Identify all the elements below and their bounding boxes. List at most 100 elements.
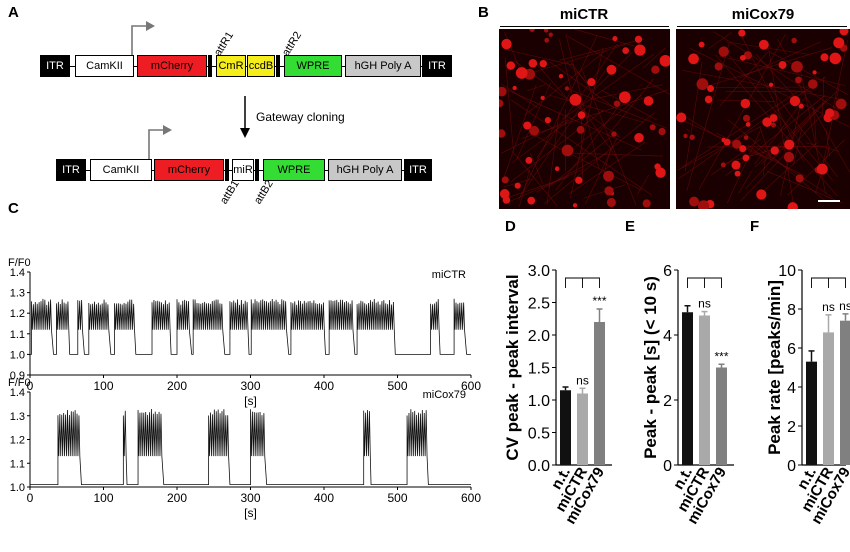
bar-charts: 0.0 0.5 1.0 1.5 2.0 2.5 3.0 CV peak - peak inte…	[503, 263, 850, 527]
cell-body	[603, 170, 615, 182]
neurite	[764, 141, 819, 191]
cell-body	[714, 62, 723, 71]
panel-letter-b: B	[478, 4, 489, 21]
neurite	[504, 169, 583, 205]
cell-body	[499, 129, 506, 138]
neurite	[529, 44, 626, 74]
cell-body	[789, 95, 801, 107]
bar	[806, 361, 817, 465]
x-tick-label: 100	[93, 379, 113, 393]
cell-body	[683, 133, 688, 139]
y-tick-label: 2.5	[528, 296, 550, 313]
neurite	[529, 132, 643, 191]
cell-body	[742, 154, 750, 162]
cell-body	[561, 144, 574, 157]
down-arrow-icon	[240, 96, 250, 138]
cell-body	[634, 44, 646, 56]
neurite	[565, 33, 600, 170]
y-tick-label: 1.1	[10, 458, 25, 470]
neurite	[713, 31, 840, 111]
cell-body	[742, 114, 751, 122]
trace-plot-0: 0.91.01.11.21.31.40 100 200 300 400 500 600F/F…	[8, 257, 481, 408]
neurite	[768, 51, 849, 95]
neurite	[601, 90, 657, 121]
cell-body	[812, 70, 817, 75]
neurite	[738, 41, 821, 79]
y-tick-label: 2.0	[528, 328, 550, 345]
bar	[577, 393, 588, 465]
cell-body	[768, 82, 774, 87]
cell-body	[833, 37, 845, 49]
cell-body	[558, 74, 564, 79]
cell-body	[527, 196, 536, 205]
neurite	[740, 114, 823, 202]
cell-body	[676, 112, 687, 123]
cell-body	[525, 156, 533, 164]
significance-label: ***	[592, 294, 606, 308]
neurite	[521, 89, 668, 139]
cell-body	[515, 67, 528, 79]
x-tick-label: 200	[167, 491, 187, 505]
neurite	[830, 39, 848, 118]
neurite	[708, 32, 732, 49]
cell-body	[816, 163, 828, 175]
y-tick-label: 2	[663, 393, 672, 410]
itr-right-box: ITR	[404, 159, 432, 181]
comparison-bracket	[565, 277, 600, 288]
att-site-2-marker	[255, 159, 259, 181]
cell-body	[576, 125, 585, 134]
cell-body	[613, 100, 621, 107]
neurite	[711, 138, 761, 176]
series-label: miCTR	[432, 269, 466, 281]
y-tick-label: 1.3	[10, 288, 25, 300]
mcherry-box: mCherry	[137, 55, 207, 77]
y-tick-label: 1.4	[10, 387, 25, 399]
cell-body	[544, 117, 551, 124]
neurite	[559, 38, 645, 61]
hgh-polya-box: hGH Poly A	[345, 55, 421, 77]
comparison-bracket	[687, 277, 722, 288]
cell-body	[758, 39, 769, 50]
series-label: miCox79	[423, 389, 466, 401]
cell-body	[577, 111, 586, 119]
neurite	[738, 170, 753, 194]
neurite	[768, 48, 795, 207]
neurite	[575, 94, 643, 147]
cell-body	[787, 202, 798, 209]
cell-body	[501, 176, 509, 184]
cell-body	[606, 64, 617, 75]
cell-body	[514, 182, 521, 189]
bar	[840, 320, 850, 465]
cell-body	[756, 189, 767, 200]
wpre-box: WPRE	[284, 55, 342, 77]
neurite	[559, 39, 573, 95]
neurite	[561, 53, 655, 120]
y-tick-label: 4	[787, 380, 796, 397]
camkii-box: CamKII	[75, 55, 134, 77]
x-tick-label: 600	[461, 379, 481, 393]
y-tick-label: 1.0	[10, 482, 25, 494]
y-tick-label: 1.3	[10, 411, 25, 423]
cell-body	[529, 125, 540, 136]
micrograph-mictr	[499, 29, 670, 209]
cell-body	[619, 91, 631, 104]
construct-top-backbone	[40, 66, 452, 67]
hgh-polya-box: hGH Poly A	[328, 159, 402, 181]
cell-body	[572, 203, 578, 208]
x-axis-label: [s]	[244, 394, 257, 408]
micrograph-micox79	[676, 29, 850, 209]
cell-body	[734, 170, 741, 177]
y-tick-label: 6	[787, 341, 796, 358]
neurite	[754, 96, 807, 165]
neurite	[777, 39, 787, 55]
cell-body	[528, 58, 538, 68]
significance-label: ns	[822, 300, 835, 314]
y-tick-label: 1.2	[10, 308, 25, 320]
cell-body	[795, 76, 802, 84]
mcherry-box: mCherry	[154, 159, 224, 181]
promoter-arrow-icon	[131, 21, 155, 55]
cell-body	[606, 197, 616, 207]
att-site-1-marker	[208, 55, 212, 77]
cell-body	[798, 103, 804, 109]
